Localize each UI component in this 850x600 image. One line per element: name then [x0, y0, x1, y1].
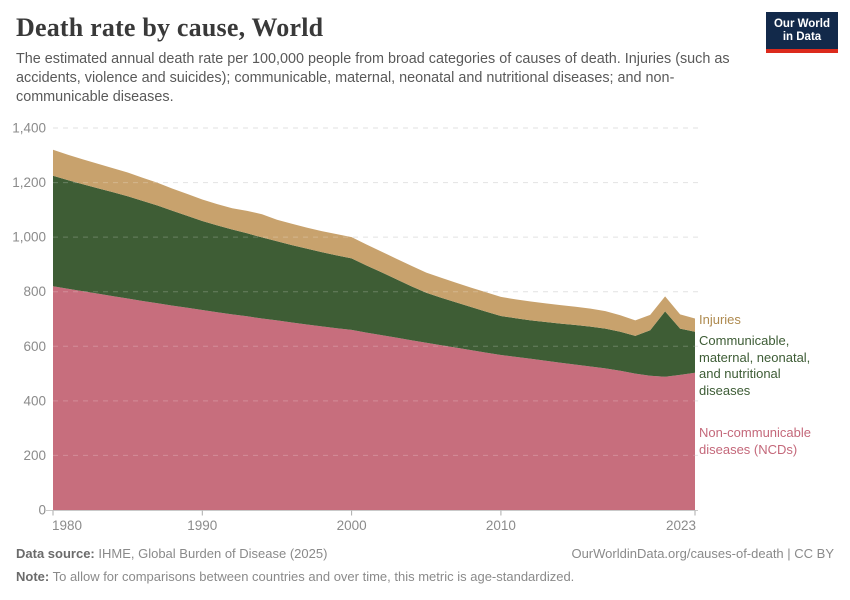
x-axis-label: 2010	[486, 518, 516, 533]
y-axis-label: 0	[38, 503, 46, 518]
x-axis-label: 2000	[337, 518, 367, 533]
page-title: Death rate by cause, World	[16, 13, 324, 42]
y-axis-label: 800	[23, 284, 46, 299]
x-axis-label: 1990	[187, 518, 217, 533]
y-axis-label: 200	[23, 448, 46, 463]
owid-logo: Our World in Data	[766, 12, 838, 53]
legend-label-ncds[interactable]: Non-communicable diseases (NCDs)	[699, 425, 811, 457]
footer-link[interactable]: OurWorldinData.org/causes-of-death | CC …	[571, 546, 834, 561]
legend-label-injuries[interactable]: Injuries	[699, 312, 741, 327]
chart-note: Note: To allow for comparisons between c…	[16, 569, 575, 584]
data-source: Data source: IHME, Global Burden of Dise…	[16, 546, 328, 561]
legend-label-cmnn[interactable]: Communicable, maternal, neonatal, and nu…	[699, 333, 811, 398]
y-axis-label: 1,400	[12, 121, 46, 136]
y-axis-label: 400	[23, 393, 46, 408]
y-axis-label: 600	[23, 339, 46, 354]
owid-logo-red-bar	[766, 49, 838, 53]
chart-subtitle: The estimated annual death rate per 100,…	[16, 51, 730, 105]
x-axis-label: 2023	[666, 518, 696, 533]
chart-legend: Injuries Communicable, maternal, neonatal…	[699, 0, 835, 540]
stacked-area-chart[interactable]: 0 200 400 600 800 1,000 1,200 1,400 1980 1990 2000…	[0, 0, 850, 540]
y-axis-label: 1,000	[12, 230, 46, 245]
area-cmnn[interactable]	[53, 175, 695, 377]
owid-logo-text: Our World in Data	[766, 12, 838, 49]
y-axis-label: 1,200	[12, 175, 46, 190]
x-axis-label: 1980	[52, 518, 82, 533]
chart-footer: Data source: IHME, Global Burden of Dise…	[16, 546, 834, 584]
area-ncds[interactable]	[53, 286, 695, 510]
